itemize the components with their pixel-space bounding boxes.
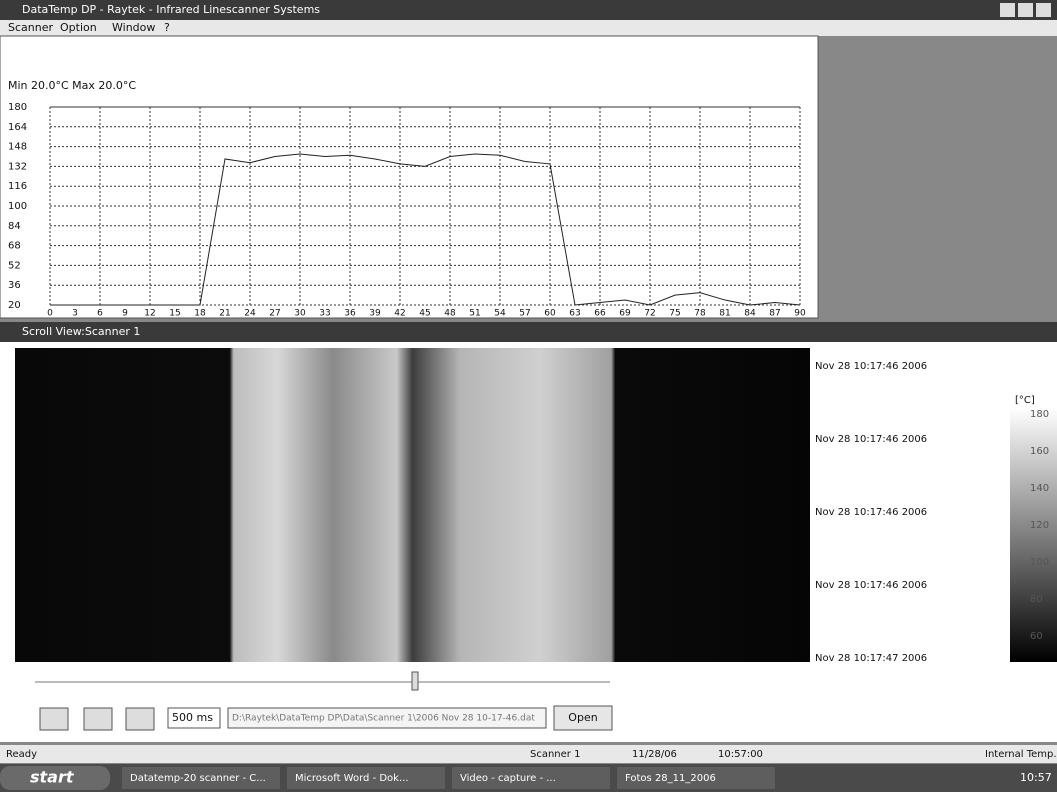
y-tick-label: 20 bbox=[8, 300, 21, 311]
scale-label: 120 bbox=[1030, 520, 1049, 531]
y-tick-label: 164 bbox=[8, 122, 27, 133]
maximize-button[interactable] bbox=[1018, 3, 1033, 17]
scale-unit: [°C] bbox=[1015, 395, 1035, 406]
status-field: 11/28/06 bbox=[632, 749, 677, 760]
start-label: start bbox=[30, 768, 75, 787]
x-tick-label: 9 bbox=[122, 309, 128, 319]
scale-label: 180 bbox=[1030, 409, 1049, 420]
menu-item[interactable]: Scanner bbox=[8, 21, 53, 34]
window-title: DataTemp DP - Raytek - Infrared Linescan… bbox=[22, 3, 320, 16]
x-tick-label: 87 bbox=[769, 309, 780, 319]
scroll-view-title-bar bbox=[0, 322, 1057, 342]
y-tick-label: 36 bbox=[8, 280, 21, 291]
minimize-button[interactable] bbox=[1000, 3, 1015, 17]
x-tick-label: 3 bbox=[72, 309, 78, 319]
x-tick-label: 90 bbox=[794, 309, 806, 319]
clock: 10:57 bbox=[1020, 771, 1052, 784]
menu-item[interactable]: ? bbox=[164, 21, 170, 34]
x-tick-label: 30 bbox=[294, 309, 306, 319]
timestamp: Nov 28 10:17:46 2006 bbox=[815, 580, 927, 591]
file-path: D:\Raytek\DataTemp DP\Data\Scanner 1\200… bbox=[232, 714, 535, 724]
x-tick-label: 78 bbox=[694, 309, 706, 319]
menu-item[interactable]: Window bbox=[112, 21, 155, 34]
x-tick-label: 27 bbox=[269, 309, 280, 319]
status-field: 10:57:00 bbox=[718, 749, 763, 760]
x-tick-label: 51 bbox=[469, 309, 480, 319]
status-field: Internal Temp. bbox=[985, 749, 1057, 760]
x-tick-label: 12 bbox=[144, 309, 155, 319]
screen: DataTemp DP - Raytek - Infrared Linescan… bbox=[0, 0, 1057, 792]
status-field: Ready bbox=[6, 749, 37, 760]
x-tick-label: 48 bbox=[444, 309, 456, 319]
status-bar bbox=[0, 745, 1057, 763]
x-tick-label: 57 bbox=[519, 309, 530, 319]
timestamp: Nov 28 10:17:46 2006 bbox=[815, 434, 927, 445]
x-tick-label: 33 bbox=[319, 309, 330, 319]
record-button[interactable] bbox=[126, 708, 154, 730]
menu-bar bbox=[0, 20, 1057, 36]
y-tick-label: 148 bbox=[8, 142, 27, 153]
timestamp: Nov 28 10:17:47 2006 bbox=[815, 653, 927, 664]
x-tick-label: 42 bbox=[394, 309, 405, 319]
interval: 500 ms bbox=[172, 711, 213, 724]
timestamp: Nov 28 10:17:46 2006 bbox=[815, 507, 927, 518]
y-tick-label: 100 bbox=[8, 201, 27, 212]
task-label: Fotos 28_11_2006 bbox=[625, 773, 716, 784]
x-tick-label: 0 bbox=[47, 309, 53, 319]
x-tick-label: 63 bbox=[569, 309, 580, 319]
x-tick-label: 45 bbox=[419, 309, 430, 319]
y-tick-label: 132 bbox=[8, 161, 27, 172]
x-tick-label: 24 bbox=[244, 309, 256, 319]
scroll-view-title: Scroll View:Scanner 1 bbox=[22, 325, 140, 338]
y-tick-label: 84 bbox=[8, 221, 21, 232]
x-tick-label: 60 bbox=[544, 309, 556, 319]
menu-item[interactable]: Option bbox=[60, 21, 97, 34]
x-tick-label: 69 bbox=[619, 309, 631, 319]
x-tick-label: 66 bbox=[594, 309, 606, 319]
x-tick-label: 15 bbox=[169, 309, 180, 319]
scale-label: 100 bbox=[1030, 557, 1049, 568]
profile-stats: Min 20.0°C Max 20.0°C bbox=[8, 79, 136, 92]
x-tick-label: 81 bbox=[719, 309, 730, 319]
page: DataTemp DP - Raytek - Infrared Linescan… bbox=[0, 0, 1057, 792]
task-label: Microsoft Word - Dok... bbox=[295, 773, 409, 784]
rewind-button[interactable] bbox=[40, 708, 68, 730]
x-tick-label: 75 bbox=[669, 309, 680, 319]
close-button[interactable] bbox=[1036, 3, 1051, 17]
task-label: Video - capture - ... bbox=[460, 773, 556, 784]
slider-thumb[interactable] bbox=[412, 672, 418, 690]
task-label: Datatemp-20 scanner - C... bbox=[130, 773, 266, 784]
y-tick-label: 116 bbox=[8, 181, 27, 192]
scale-label: 80 bbox=[1030, 594, 1043, 605]
scale-label: 160 bbox=[1030, 446, 1049, 457]
x-tick-label: 18 bbox=[194, 309, 206, 319]
y-tick-label: 68 bbox=[8, 241, 21, 252]
x-tick-label: 72 bbox=[644, 309, 655, 319]
x-tick-label: 36 bbox=[344, 309, 356, 319]
open-button-label: Open bbox=[568, 711, 597, 724]
thermal-image bbox=[15, 348, 810, 662]
status-field: Scanner 1 bbox=[530, 749, 580, 760]
y-tick-label: 52 bbox=[8, 260, 21, 271]
x-tick-label: 21 bbox=[219, 309, 230, 319]
scale-label: 60 bbox=[1030, 631, 1043, 642]
pause-button[interactable] bbox=[84, 708, 112, 730]
x-tick-label: 39 bbox=[369, 309, 381, 319]
timestamp: Nov 28 10:17:46 2006 bbox=[815, 361, 927, 372]
scale-label: 140 bbox=[1030, 483, 1049, 494]
x-tick-label: 84 bbox=[744, 309, 756, 319]
x-tick-label: 6 bbox=[97, 309, 103, 319]
y-tick-label: 180 bbox=[8, 102, 27, 113]
x-tick-label: 54 bbox=[494, 309, 506, 319]
